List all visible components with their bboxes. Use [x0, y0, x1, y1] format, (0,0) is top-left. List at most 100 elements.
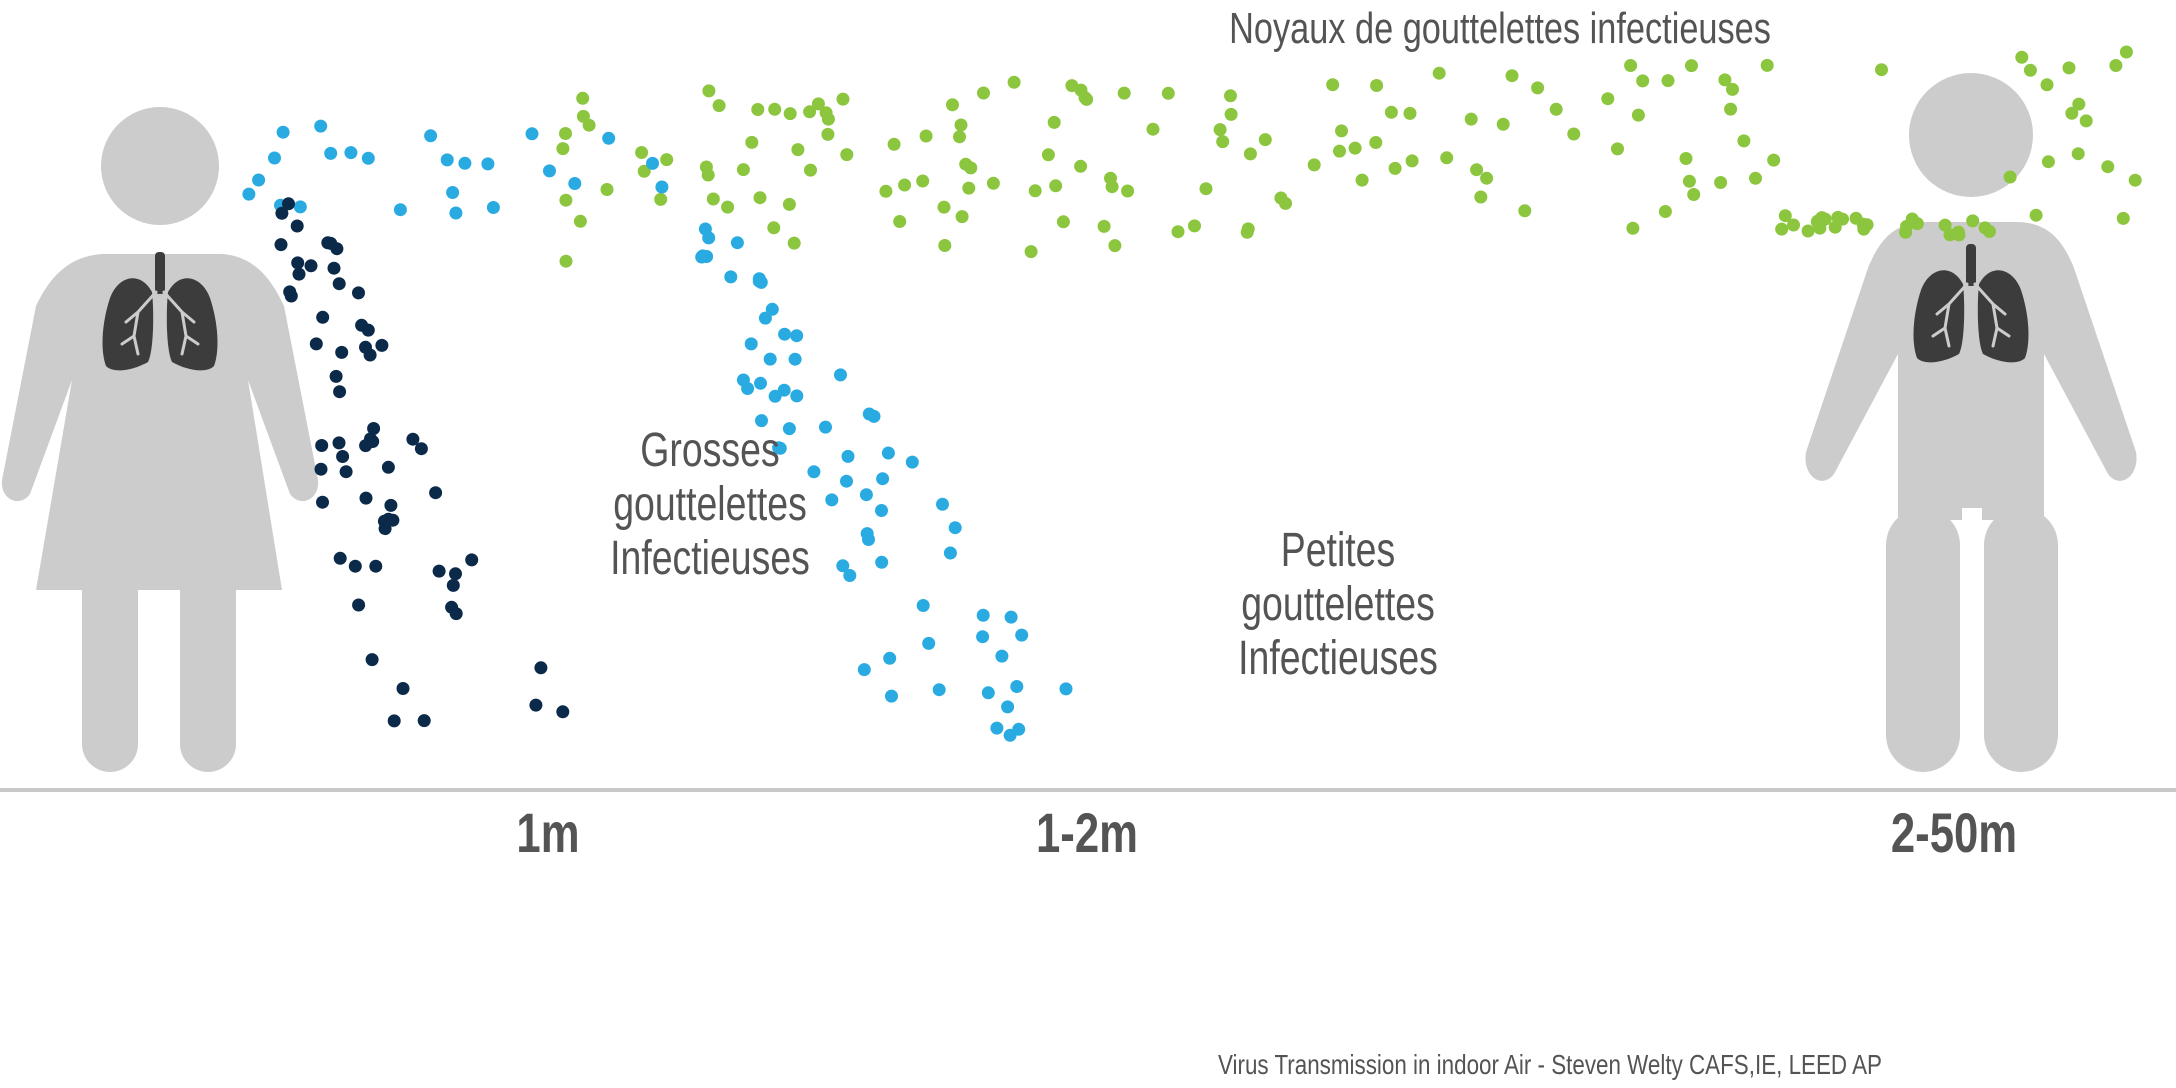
aerosol-droplet — [1161, 86, 1175, 100]
small-droplet — [724, 270, 738, 284]
aerosol-droplet — [962, 181, 976, 195]
aerosol-droplet — [1405, 154, 1419, 168]
large-droplet — [529, 698, 543, 712]
small-droplet — [976, 608, 990, 622]
aerosol-droplet — [783, 107, 797, 121]
aerosol-droplet — [753, 191, 767, 205]
aerosol-droplet — [887, 137, 901, 151]
credit-caption: Virus Transmission in indoor Air - Steve… — [1218, 1049, 1882, 1080]
small-droplet — [763, 352, 777, 366]
aerosol-droplet — [1121, 184, 1135, 198]
aerosol-droplet — [1857, 222, 1871, 236]
aerosol-droplet — [1326, 78, 1340, 92]
large-droplet — [375, 338, 389, 352]
small-droplet — [768, 389, 782, 403]
aerosol-droplet — [1335, 124, 1348, 138]
distance-label-2-50m: 2-50m — [1890, 801, 2018, 864]
aerosol-droplet — [1028, 184, 1042, 198]
small-droplet — [449, 206, 463, 220]
source-body — [1, 254, 319, 590]
aerosol-droplet — [1213, 123, 1227, 137]
small-droplet — [1001, 700, 1015, 714]
aerosol-droplet — [2109, 59, 2123, 72]
large-droplet — [332, 277, 346, 291]
aerosol-droplet — [803, 105, 817, 119]
small-droplet — [990, 721, 1004, 735]
large-droplet — [429, 486, 443, 500]
small-droplet — [646, 156, 659, 170]
aerosol-droplet — [2119, 45, 2133, 59]
small-droplet — [834, 368, 847, 382]
large-droplet — [381, 460, 395, 474]
aerosol-droplet — [1714, 176, 1728, 189]
aerosol-droplet — [1905, 212, 1919, 226]
aerosol-droplet — [1951, 225, 1965, 239]
small-droplet — [730, 236, 744, 250]
aerosol-droplet — [1801, 224, 1815, 238]
aerosol-droplet — [2072, 97, 2086, 111]
small-droplet — [276, 125, 290, 139]
aerosol-droplet — [767, 221, 781, 235]
small-droplet — [905, 455, 919, 469]
aerosol-droplet — [1384, 105, 1398, 119]
large-droplet — [414, 442, 428, 456]
distance-label-1-2m: 1-2m — [1036, 801, 1138, 864]
aerosol-droplet — [1636, 74, 1650, 88]
large-droplet — [316, 495, 329, 509]
small-droplet — [916, 599, 930, 612]
aerosol-droplet — [1074, 159, 1088, 173]
aerosol-droplet — [1549, 102, 1563, 116]
aerosol-droplet — [1810, 215, 1824, 229]
aerosol-droplet — [1199, 182, 1213, 196]
aerosol-droplet — [1658, 205, 1672, 218]
aerosol-droplet — [836, 92, 850, 106]
aerosol-droplet — [879, 184, 893, 198]
aerosol-droplet — [1117, 86, 1131, 100]
large-droplet — [315, 439, 329, 452]
small-droplet — [807, 465, 821, 479]
large-droplet — [384, 498, 398, 512]
large-droplet — [449, 567, 462, 581]
aerosol-droplet — [1078, 91, 1092, 105]
large-droplet — [333, 385, 347, 399]
large-droplet — [292, 267, 306, 281]
large-droplet — [329, 369, 343, 383]
aerosol-droplet — [946, 98, 959, 112]
aerosol-droplet — [1474, 190, 1488, 204]
small-droplet — [922, 636, 936, 650]
large-droplet — [534, 661, 548, 675]
small-droplet — [458, 156, 472, 170]
large-droplet — [417, 714, 431, 728]
small-droplet — [1004, 610, 1018, 624]
large-droplet — [275, 206, 289, 220]
aerosol-droplet — [556, 142, 570, 156]
aerosol-droplet — [559, 193, 573, 207]
small-droplet — [525, 127, 539, 141]
aerosol-droplet — [1348, 141, 1362, 155]
small-droplet — [758, 311, 772, 325]
aerosol-droplet — [2071, 147, 2085, 161]
aerosol-droplet — [1624, 59, 1638, 72]
aerosol-droplet — [821, 127, 835, 141]
aerosol-droplet — [576, 91, 590, 105]
large-droplet — [445, 600, 459, 614]
aerosol-droplet — [1224, 89, 1237, 103]
aerosol-droplet — [1567, 127, 1581, 141]
large-droplet — [369, 559, 383, 573]
small-droplet — [1012, 722, 1026, 736]
small-droplets — [242, 119, 1073, 742]
large-droplet — [332, 436, 346, 450]
large-droplet — [556, 705, 570, 719]
small-droplet — [840, 474, 853, 488]
small-droplet — [885, 689, 898, 703]
large-droplet — [446, 578, 460, 592]
small-droplet — [268, 151, 281, 165]
aerosol-droplet — [576, 109, 590, 123]
aerosol-droplet-nuclei — [556, 45, 2142, 268]
aerosol-droplet — [977, 86, 990, 100]
aerosol-droplet — [1171, 225, 1185, 239]
large-droplet — [432, 564, 446, 578]
small-droplet — [782, 422, 796, 436]
aerosol-droplet — [1049, 179, 1063, 193]
aerosol-droplet — [954, 118, 968, 132]
